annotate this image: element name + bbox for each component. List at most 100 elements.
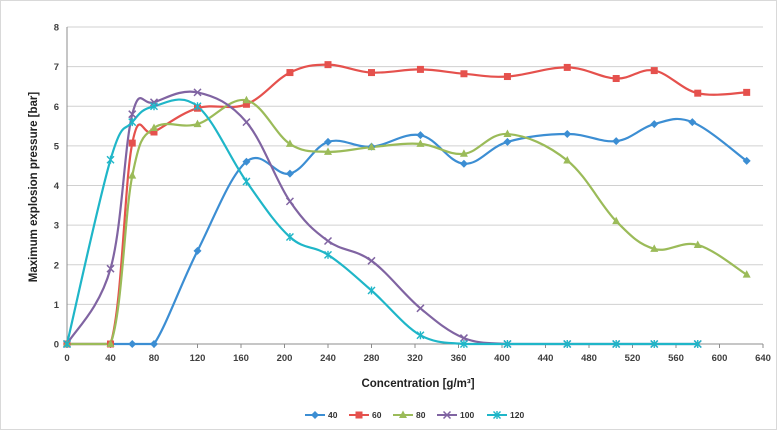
data-point (285, 233, 294, 242)
y-tick-label: 5 (54, 141, 60, 152)
series-line-100 (65, 90, 699, 346)
data-point (193, 88, 202, 97)
x-tick-label: 440 (538, 353, 554, 364)
data-point (416, 331, 425, 340)
data-point (324, 61, 332, 69)
data-point (128, 340, 137, 348)
data-point (503, 129, 512, 137)
x-tick-label: 280 (364, 353, 380, 364)
data-point (416, 139, 425, 147)
legend-item-60: 60 (349, 410, 382, 420)
data-point (150, 123, 158, 132)
data-point (416, 65, 424, 73)
legend-label: 80 (416, 410, 426, 420)
legend-label: 120 (510, 410, 524, 420)
data-point (742, 156, 751, 165)
x-tick-label: 120 (190, 353, 206, 364)
data-point (563, 63, 571, 71)
data-point (368, 69, 375, 77)
data-point (242, 157, 251, 166)
data-point (503, 73, 511, 81)
data-point (563, 156, 572, 164)
y-tick-label: 7 (54, 62, 59, 73)
data-point (193, 102, 202, 111)
y-tick-labels: 0 1 2 3 4 5 6 7 8 (54, 23, 60, 351)
x-tick-label: 400 (494, 353, 510, 364)
data-point (128, 118, 137, 127)
data-point (193, 119, 202, 128)
legend-label: 100 (460, 410, 474, 420)
data-point-stroke (242, 118, 251, 127)
data-point-stroke (193, 88, 202, 97)
data-point-stroke (442, 410, 452, 420)
x-tick-label: 200 (277, 353, 293, 364)
legend: 40 60 80 100 120 (305, 410, 524, 420)
y-tick-label: 4 (54, 181, 60, 192)
legend-label: 60 (372, 410, 382, 420)
data-point-stroke (285, 197, 294, 206)
data-point (324, 147, 332, 155)
y-axis-title: Maximum explosion pressure [bar] (28, 92, 40, 283)
data-point (150, 340, 158, 348)
data-point (693, 340, 702, 348)
data-point (694, 89, 702, 97)
data-point (612, 216, 621, 225)
data-point (459, 334, 468, 343)
data-point (150, 102, 158, 111)
legend-item-100: 100 (437, 410, 474, 420)
data-point (355, 411, 363, 419)
legend-label: 40 (328, 410, 338, 420)
data-point (503, 137, 512, 146)
y-tick-label: 1 (54, 300, 60, 311)
data-point (612, 340, 621, 348)
data-point (367, 256, 376, 265)
data-point (459, 159, 468, 168)
data-point (242, 118, 251, 127)
data-point (742, 270, 751, 278)
data-point-stroke (323, 236, 333, 246)
data-point (503, 340, 512, 348)
data-point (324, 250, 332, 259)
x-tick-label: 360 (451, 353, 467, 364)
x-tick-label: 560 (668, 353, 684, 364)
x-tick-labels: 0 40 80 120 160 200 240 280 320 360 400 440 480 520 56… (64, 353, 771, 364)
data-point (367, 286, 376, 295)
y-tick-label: 0 (54, 340, 59, 351)
x-tick-label: 0 (64, 353, 69, 364)
series-line-120 (65, 98, 699, 346)
x-tick-label: 160 (233, 353, 249, 364)
data-point (106, 339, 115, 347)
x-tick-label: 80 (149, 353, 160, 364)
data-point (650, 120, 659, 129)
data-point (612, 75, 620, 83)
data-point (324, 137, 332, 146)
y-tick-label: 3 (54, 221, 59, 232)
data-point (286, 69, 294, 77)
data-point (285, 169, 294, 178)
data-point (285, 139, 294, 147)
x-tick-label: 320 (407, 353, 423, 364)
data-point (612, 137, 621, 146)
axes (66, 27, 764, 348)
y-tick-label: 6 (54, 102, 59, 113)
x-axis-title: Concentration [g/m³] (361, 378, 474, 390)
data-point-stroke (416, 304, 425, 313)
data-point (367, 142, 376, 151)
y-tick-label: 8 (54, 23, 59, 34)
data-point (285, 197, 294, 206)
data-point (442, 410, 452, 420)
data-point (150, 128, 158, 136)
data-point (106, 155, 115, 164)
data-point (493, 411, 501, 419)
legend-item-40: 40 (305, 410, 338, 420)
data-point-stroke (459, 334, 468, 343)
data-point (128, 171, 137, 179)
data-point (650, 67, 658, 75)
data-point (323, 236, 333, 246)
data-point-stroke (367, 256, 376, 265)
data-point (743, 88, 751, 96)
data-point (242, 177, 251, 186)
series-line-40 (65, 117, 748, 346)
